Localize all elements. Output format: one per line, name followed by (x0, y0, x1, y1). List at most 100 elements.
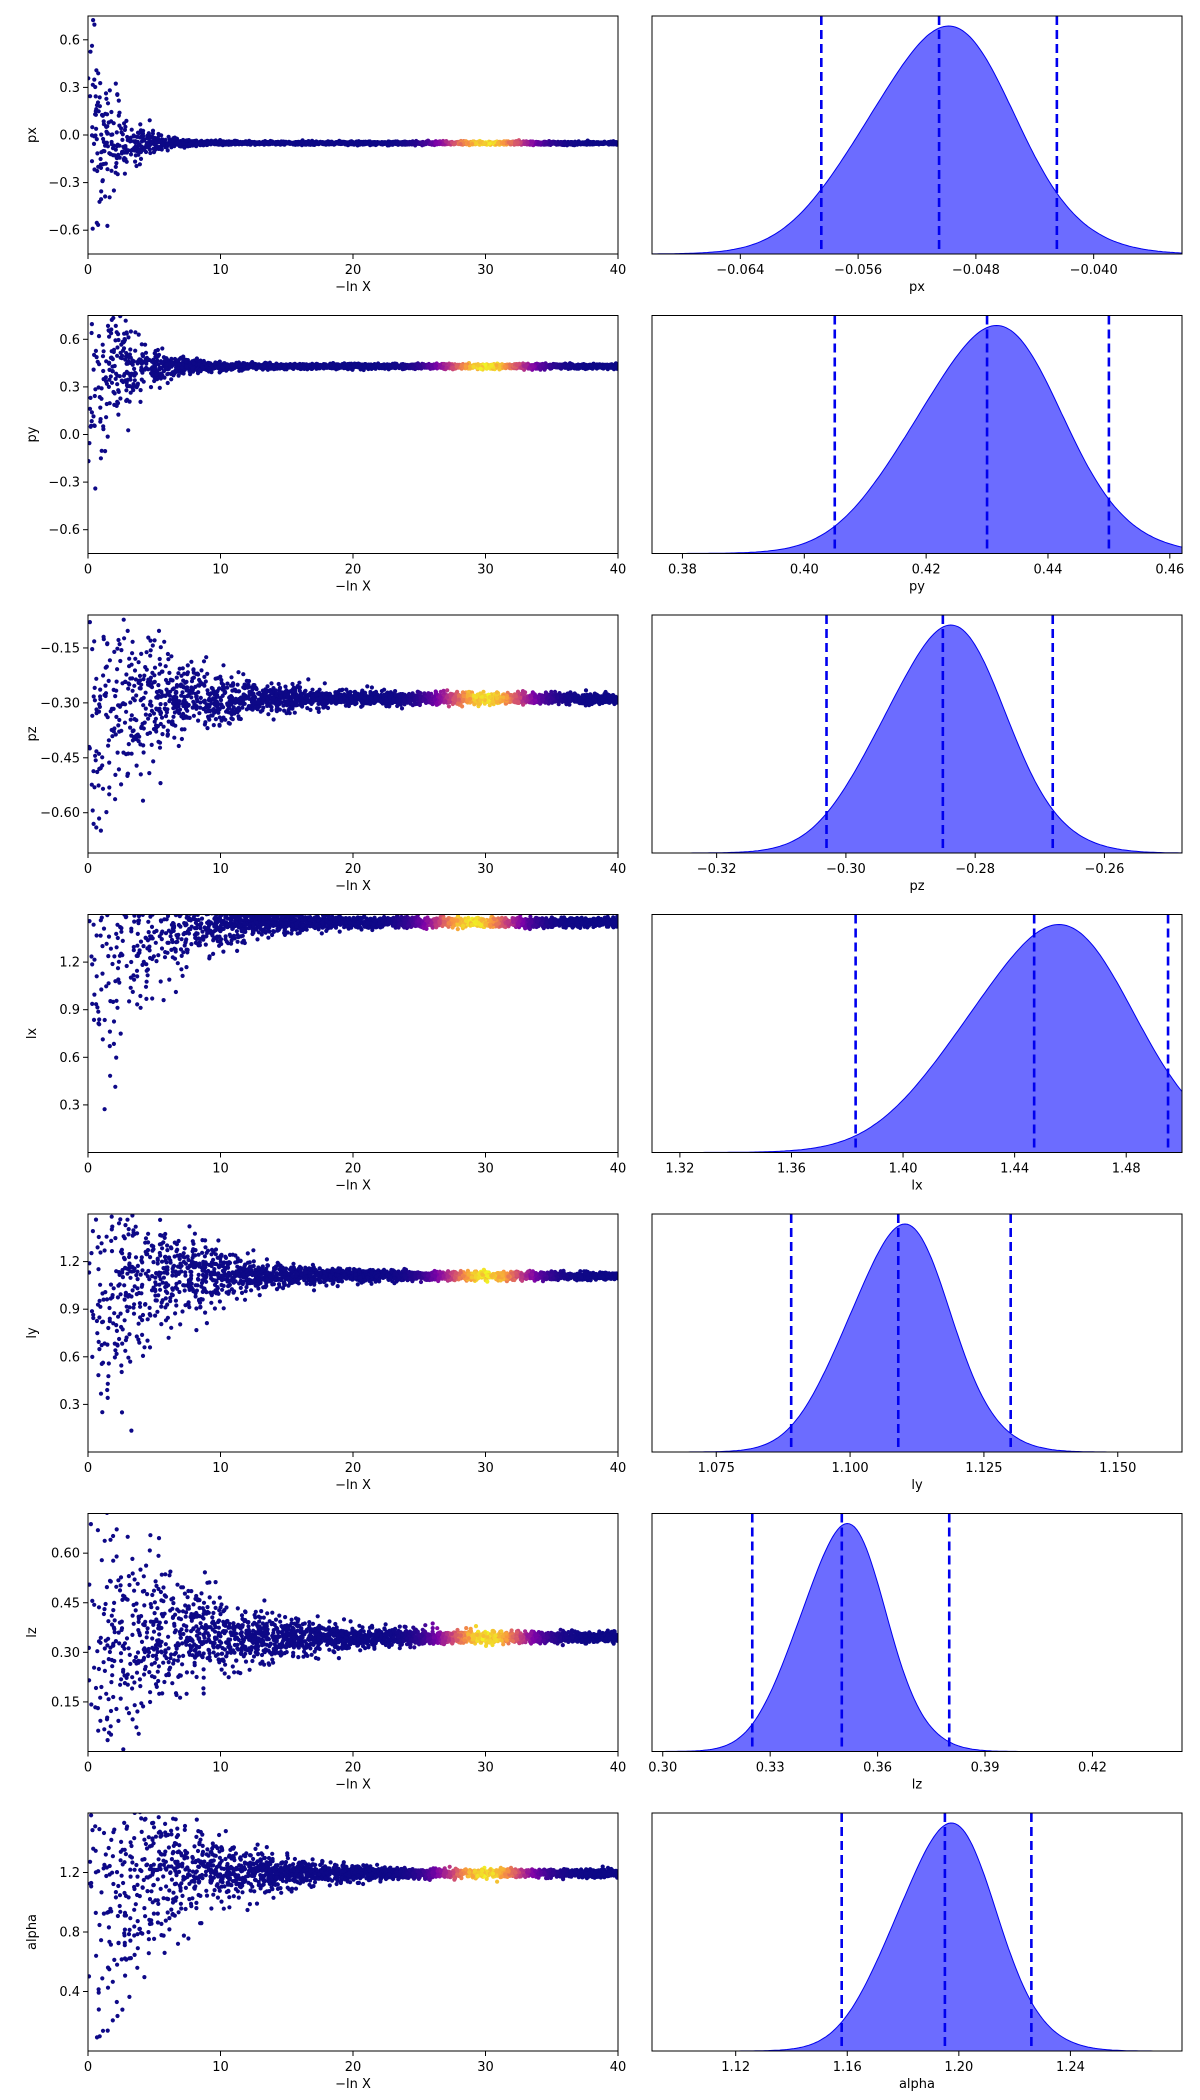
scatter-point (89, 410, 94, 415)
scatter-point (93, 387, 98, 392)
scatter-point (135, 383, 140, 388)
scatter-point (161, 355, 166, 360)
scatter-point (92, 393, 97, 399)
scatter-point (99, 132, 104, 137)
scatter-point (187, 142, 192, 147)
scatter-point (137, 147, 143, 152)
scatter-point (268, 140, 273, 145)
scatter-point (106, 328, 111, 333)
scatter-point (405, 140, 410, 145)
scatter-point (93, 133, 98, 138)
scatter-point (458, 142, 463, 147)
scatter-point (153, 363, 158, 368)
scatter-point (143, 350, 149, 355)
scatter-point (145, 142, 150, 147)
scatter-point (342, 140, 347, 145)
y-axis-label: px (25, 127, 40, 143)
scatter-point (117, 123, 122, 128)
scatter-point (141, 134, 146, 139)
scatter-point (437, 141, 442, 146)
scatter-point (101, 136, 106, 142)
scatter-point (120, 137, 125, 142)
scatter-point (116, 412, 121, 417)
scatter-point (92, 77, 97, 82)
scatter-point (102, 149, 107, 154)
scatter-point (93, 112, 98, 117)
scatter-point (115, 382, 120, 387)
density-area (652, 25, 1182, 254)
scatter-point (101, 162, 106, 167)
scatter-point (279, 139, 285, 145)
scatter-point (321, 141, 326, 146)
scatter-point (250, 141, 256, 146)
scatter-point (126, 335, 131, 340)
scatter-point (97, 199, 102, 204)
scatter-point (132, 378, 137, 383)
scatter-point (409, 140, 414, 145)
scatter-point (487, 141, 492, 146)
scatter-point (239, 141, 244, 146)
scatter-point (107, 151, 112, 156)
scatter-points (88, 289, 618, 491)
scatter-point (549, 141, 555, 146)
x-tick-label: −0.064 (716, 263, 764, 278)
scatter-point (311, 365, 316, 370)
scatter-point (169, 142, 174, 147)
scatter-point (107, 377, 112, 382)
scatter-point (125, 361, 130, 366)
scatter-point (131, 134, 136, 139)
scatter-point (88, 406, 93, 411)
scatter-point (103, 449, 108, 454)
scatter-point (115, 345, 120, 350)
scatter-point (139, 377, 144, 382)
scatter-point (93, 84, 98, 90)
scatter-point (158, 139, 163, 144)
scatter-point (101, 349, 106, 354)
scatter-point (187, 369, 192, 374)
scatter-point (615, 142, 618, 147)
scatter-point (160, 346, 165, 351)
scatter-point (88, 441, 92, 446)
scatter-point (133, 159, 138, 164)
scatter-point (107, 367, 112, 372)
scatter-point (177, 144, 182, 149)
scatter-point (113, 81, 118, 86)
scatter-point (290, 140, 295, 145)
scatter-point (131, 139, 136, 144)
scatter-point (268, 364, 273, 369)
scatter-point (113, 164, 118, 169)
scatter-point (165, 142, 170, 147)
scatter-point (118, 396, 123, 401)
scatter-point (155, 369, 160, 374)
scatter-point (310, 141, 315, 146)
scatter-point (124, 351, 129, 356)
scatter-point (105, 144, 110, 149)
scatter-point (128, 152, 134, 157)
scatter-point (113, 376, 118, 381)
scatter-point (217, 140, 222, 145)
scatter-point (90, 125, 95, 130)
scatter-point (296, 141, 301, 146)
scatter-point (176, 140, 181, 145)
plot-frame (87, 15, 619, 255)
scatter-point (98, 165, 104, 170)
scatter-point (173, 136, 178, 141)
scatter-point (91, 289, 95, 293)
scatter-point (89, 133, 95, 138)
scatter-point (239, 368, 244, 373)
y-tick-label: 0.0 (59, 129, 80, 144)
x-tick-label: 10 (212, 263, 229, 278)
scatter-point (568, 142, 573, 147)
scatter-point (125, 134, 130, 140)
scatter-point (103, 379, 109, 384)
scatter-point (109, 380, 115, 385)
scatter-point (151, 150, 157, 155)
scatter-point (115, 142, 120, 147)
scatter-point (116, 337, 121, 343)
scatter-point (109, 119, 114, 124)
scatter-point (543, 141, 548, 147)
scatter-point (557, 142, 562, 147)
scatter-point (202, 141, 207, 146)
